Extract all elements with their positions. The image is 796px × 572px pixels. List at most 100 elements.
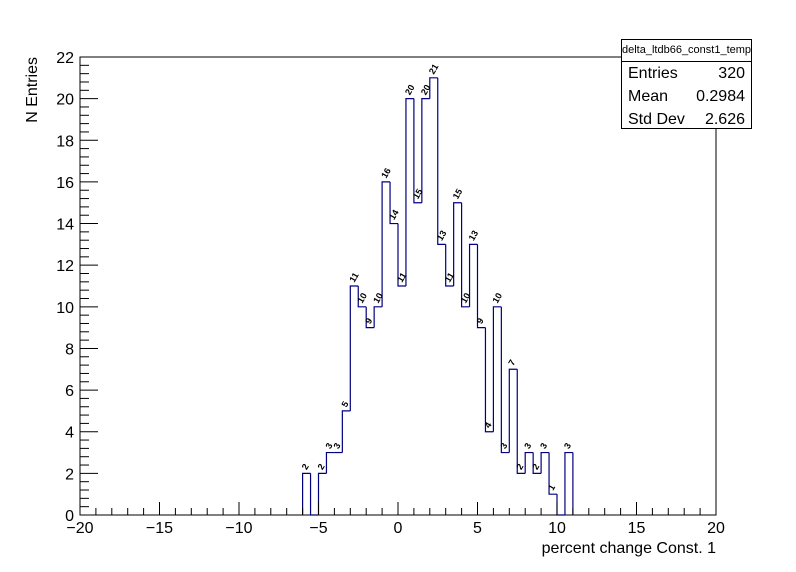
histogram-bin (484, 327, 494, 433)
histogram-bin (365, 306, 375, 329)
bin-count-label: 4 (482, 420, 493, 429)
stats-box: delta_ltdb66_const1_temp Entries 320 Mea… (621, 39, 752, 129)
bin-count-label: 15 (411, 187, 425, 201)
bin-count-label: 13 (467, 229, 481, 243)
histogram-bin (397, 223, 406, 287)
histogram-bin (461, 202, 470, 308)
x-tick-label: 10 (548, 520, 566, 537)
histogram-bin (532, 452, 542, 474)
bin-count-label: 1 (546, 483, 557, 492)
x-tick-label: −20 (66, 520, 93, 537)
bin-count-label: 14 (387, 208, 401, 222)
bin-count-label: 3 (522, 441, 533, 450)
bin-count-label: 9 (363, 316, 374, 325)
x-tick-label: 0 (394, 520, 403, 537)
y-axis: 0 2 4 6 8 10 12 14 16 18 20 22 (56, 50, 98, 525)
histogram-bin (302, 472, 311, 515)
bin-count-label: 20 (419, 83, 433, 97)
y-tick-label: 0 (65, 508, 74, 525)
histogram-bin (357, 286, 367, 308)
bin-count-label: 11 (347, 271, 360, 284)
y-tick-label: 14 (56, 217, 74, 234)
y-tick-label: 8 (65, 341, 74, 358)
bin-count-label: 21 (427, 62, 441, 76)
histogram-bin (309, 473, 319, 516)
histogram-bin (389, 181, 398, 225)
stats-histogram-name: delta_ltdb66_const1_temp (622, 40, 751, 62)
bin-count-label: 10 (355, 291, 369, 305)
histogram-bin (325, 451, 335, 474)
bin-count-label: 2 (316, 462, 327, 471)
y-axis-title: N Entries (24, 57, 41, 123)
bin-count-label: 10 (490, 291, 504, 305)
x-axis: −20 −15 −10 −5 0 5 10 15 20 (66, 502, 725, 537)
x-tick-label: 5 (473, 520, 482, 537)
bin-count-label: 16 (379, 166, 393, 180)
histogram-bin (405, 98, 414, 286)
histogram-bin (413, 98, 422, 204)
histogram-bin (540, 451, 550, 474)
histogram-bin (453, 202, 462, 286)
y-tick-label: 6 (65, 383, 74, 400)
histogram-bin (445, 244, 454, 287)
histogram-bin (516, 369, 526, 474)
stats-entries-value: 320 (718, 65, 745, 82)
x-tick-label: −15 (146, 520, 173, 537)
histogram-bin (468, 243, 478, 307)
histogram-bin (421, 98, 430, 203)
bin-count-label: 20 (403, 83, 417, 97)
stats-mean-value: 0.2984 (696, 88, 745, 105)
y-tick-label: 22 (56, 50, 74, 67)
y-tick-label: 2 (65, 466, 74, 483)
histogram-bin (556, 494, 565, 516)
y-tick-label: 18 (56, 133, 74, 150)
stats-row-entries: Entries 320 (622, 62, 751, 85)
histogram-bars (302, 77, 574, 516)
histogram-bin (373, 306, 383, 328)
bin-count-label: 9 (475, 316, 486, 325)
stats-stddev-label: Std Dev (628, 111, 685, 128)
bin-count-label: 3 (331, 441, 342, 450)
bin-count-label: 3 (323, 441, 334, 450)
bin-count-label: 2 (300, 462, 311, 471)
histogram-bin (524, 451, 534, 474)
bin-count-label: 15 (451, 187, 465, 201)
histogram-bin (492, 306, 502, 432)
stats-row-stddev: Std Dev 2.626 (622, 108, 751, 131)
x-tick-label: 20 (707, 520, 725, 537)
bin-count-label: 2 (514, 462, 525, 471)
histogram-bin (349, 285, 359, 411)
y-tick-label: 10 (56, 300, 74, 317)
bin-count-label: 3 (562, 441, 573, 450)
histogram-bin (437, 77, 446, 245)
stats-stddev-value: 2.626 (704, 111, 745, 128)
histogram-bin (381, 181, 391, 307)
bin-count-labels: 2 233511109101614112015202113111510139410… (300, 62, 574, 492)
bin-count-label: 11 (443, 271, 456, 284)
histogram-bin (500, 306, 510, 454)
bin-count-label: 7 (506, 358, 517, 367)
histogram-bin (476, 244, 486, 329)
y-tick-label: 20 (56, 92, 74, 109)
histogram-bin (317, 472, 327, 515)
y-tick-label: 4 (65, 425, 74, 442)
x-tick-label: −10 (225, 520, 252, 537)
y-tick-label: 12 (56, 258, 74, 275)
bin-count-label: 3 (538, 441, 549, 450)
bin-count-label: 11 (395, 271, 408, 284)
bin-count-label: 10 (371, 291, 385, 305)
x-tick-label: 15 (628, 520, 646, 537)
x-axis-title: percent change Const. 1 (542, 540, 716, 557)
stats-row-mean: Mean 0.2984 (622, 85, 751, 108)
histogram-bin (548, 452, 557, 495)
bin-count-label: 13 (435, 229, 449, 243)
stats-entries-label: Entries (628, 65, 678, 82)
bin-count-label: 3 (498, 441, 509, 450)
bin-count-label: 5 (339, 400, 350, 409)
y-tick-label: 16 (56, 175, 74, 192)
bin-count-label: 10 (459, 291, 473, 305)
histogram-bin (429, 77, 438, 99)
x-tick-label: −5 (309, 520, 327, 537)
histogram-bin (341, 410, 351, 453)
